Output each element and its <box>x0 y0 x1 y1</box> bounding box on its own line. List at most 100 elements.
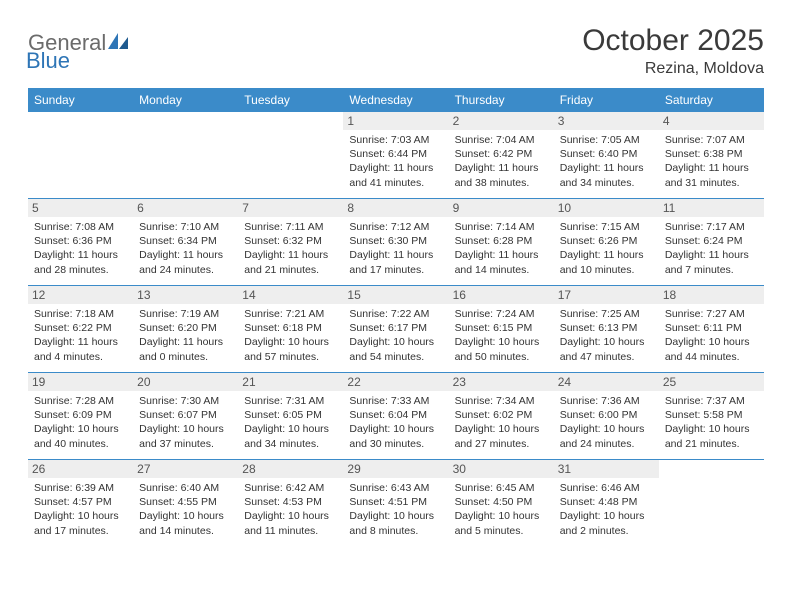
sunrise-text: Sunrise: 7:21 AM <box>244 307 337 321</box>
calendar-day-cell: 23Sunrise: 7:34 AMSunset: 6:02 PMDayligh… <box>449 373 554 459</box>
day-info: Sunrise: 7:12 AMSunset: 6:30 PMDaylight:… <box>349 220 442 277</box>
sunrise-text: Sunrise: 7:07 AM <box>665 133 758 147</box>
daylight-text: Daylight: 10 hours and 11 minutes. <box>244 509 337 537</box>
weekday-header: Tuesday <box>238 88 343 112</box>
weekday-header: Wednesday <box>343 88 448 112</box>
sunset-text: Sunset: 6:07 PM <box>139 408 232 422</box>
sunset-text: Sunset: 4:57 PM <box>34 495 127 509</box>
calendar-day-cell: 14Sunrise: 7:21 AMSunset: 6:18 PMDayligh… <box>238 286 343 372</box>
sunrise-text: Sunrise: 7:24 AM <box>455 307 548 321</box>
sunset-text: Sunset: 6:30 PM <box>349 234 442 248</box>
daylight-text: Daylight: 10 hours and 34 minutes. <box>244 422 337 450</box>
day-number: 13 <box>133 286 238 304</box>
day-number: 8 <box>343 199 448 217</box>
day-number <box>659 460 764 478</box>
sunrise-text: Sunrise: 6:40 AM <box>139 481 232 495</box>
day-number: 3 <box>554 112 659 130</box>
sunset-text: Sunset: 6:36 PM <box>34 234 127 248</box>
daylight-text: Daylight: 10 hours and 30 minutes. <box>349 422 442 450</box>
calendar-day-cell: 3 Sunrise: 7:05 AMSunset: 6:40 PMDaylight… <box>554 112 659 198</box>
day-number: 24 <box>554 373 659 391</box>
calendar-week-row: 26 Sunrise: 6:39 AMSunset: 4:57 PM Dayligh… <box>28 460 764 546</box>
day-info: Sunrise: 7:36 AMSunset: 6:00 PMDaylight:… <box>560 394 653 451</box>
sunset-text: Sunset: 6:24 PM <box>665 234 758 248</box>
sunset-text: Sunset: 6:38 PM <box>665 147 758 161</box>
sunrise-text: Sunrise: 6:45 AM <box>455 481 548 495</box>
daylight-text: Daylight: 11 hours and 24 minutes. <box>139 248 232 276</box>
sunrise-text: Sunrise: 7:25 AM <box>560 307 653 321</box>
weekday-header: Friday <box>554 88 659 112</box>
sunset-text: Sunset: 6:05 PM <box>244 408 337 422</box>
calendar-day-cell: 8 Sunrise: 7:12 AMSunset: 6:30 PMDaylight… <box>343 199 448 285</box>
daylight-text: Daylight: 10 hours and 40 minutes. <box>34 422 127 450</box>
day-number: 6 <box>133 199 238 217</box>
sunrise-text: Sunrise: 7:34 AM <box>455 394 548 408</box>
daylight-text: Daylight: 10 hours and 57 minutes. <box>244 335 337 363</box>
calendar-day-cell: 7Sunrise: 7:11 AMSunset: 6:32 PMDaylight… <box>238 199 343 285</box>
day-number: 31 <box>554 460 659 478</box>
day-number: 29 <box>343 460 448 478</box>
sunset-text: Sunset: 6:32 PM <box>244 234 337 248</box>
month-title: October 2025 <box>582 24 764 58</box>
day-number: 28 <box>238 460 343 478</box>
sunset-text: Sunset: 6:44 PM <box>349 147 442 161</box>
day-info: Sunrise: 7:19 AMSunset: 6:20 PMDaylight:… <box>139 307 232 364</box>
calendar-day-cell: 25Sunrise: 7:37 AMSunset: 5:58 PMDayligh… <box>659 373 764 459</box>
daylight-text: Daylight: 10 hours and 37 minutes. <box>139 422 232 450</box>
calendar-day-cell: 29Sunrise: 6:43 AMSunset: 4:51 PMDayligh… <box>343 460 448 546</box>
sunset-text: Sunset: 4:55 PM <box>139 495 232 509</box>
daylight-text: Daylight: 11 hours and 21 minutes. <box>244 248 337 276</box>
day-info: Sunrise: 7:18 AMSunset: 6:22 PMDaylight:… <box>34 307 127 364</box>
sunrise-text: Sunrise: 7:22 AM <box>349 307 442 321</box>
calendar-day-cell: 1Sunrise: 7:03 AMSunset: 6:44 PMDaylight… <box>343 112 448 198</box>
day-number: 2 <box>449 112 554 130</box>
calendar-day-cell: 16Sunrise: 7:24 AMSunset: 6:15 PMDayligh… <box>449 286 554 372</box>
calendar-day-cell: 10Sunrise: 7:15 AMSunset: 6:26 PMDayligh… <box>554 199 659 285</box>
calendar-page: General October 2025 Rezina, Moldova Blu… <box>0 0 792 566</box>
sunrise-text: Sunrise: 7:30 AM <box>139 394 232 408</box>
calendar-day-cell <box>238 112 343 198</box>
sunrise-text: Sunrise: 7:12 AM <box>349 220 442 234</box>
sunrise-text: Sunrise: 7:17 AM <box>665 220 758 234</box>
sunset-text: Sunset: 6:20 PM <box>139 321 232 335</box>
sunset-text: Sunset: 6:22 PM <box>34 321 127 335</box>
day-info: Sunrise: 7:03 AMSunset: 6:44 PMDaylight:… <box>349 133 442 190</box>
day-number: 12 <box>28 286 133 304</box>
day-number: 21 <box>238 373 343 391</box>
sunrise-text: Sunrise: 7:18 AM <box>34 307 127 321</box>
calendar-day-cell: 2Sunrise: 7:04 AMSunset: 6:42 PMDaylight… <box>449 112 554 198</box>
sunset-text: Sunset: 6:26 PM <box>560 234 653 248</box>
sunrise-text: Sunrise: 7:10 AM <box>139 220 232 234</box>
daylight-text: Daylight: 11 hours and 7 minutes. <box>665 248 758 276</box>
day-number: 10 <box>554 199 659 217</box>
sunrise-text: Sunrise: 7:37 AM <box>665 394 758 408</box>
day-number: 26 <box>28 460 133 478</box>
daylight-text: Daylight: 11 hours and 28 minutes. <box>34 248 127 276</box>
sunset-text: Sunset: 6:34 PM <box>139 234 232 248</box>
day-info: Sunrise: 6:46 AMSunset: 4:48 PMDaylight:… <box>560 481 653 538</box>
daylight-text: Daylight: 10 hours and 47 minutes. <box>560 335 653 363</box>
sunrise-text: Sunrise: 7:33 AM <box>349 394 442 408</box>
sunset-text: Sunset: 6:18 PM <box>244 321 337 335</box>
sunset-text: Sunset: 6:09 PM <box>34 408 127 422</box>
calendar-day-cell: 4Sunrise: 7:07 AMSunset: 6:38 PMDaylight… <box>659 112 764 198</box>
calendar-week-row: 5Sunrise: 7:08 AMSunset: 6:36 PMDaylight… <box>28 199 764 286</box>
daylight-text: Daylight: 10 hours and 54 minutes. <box>349 335 442 363</box>
day-info: Sunrise: 7:34 AMSunset: 6:02 PMDaylight:… <box>455 394 548 451</box>
day-info: Sunrise: 7:17 AMSunset: 6:24 PMDaylight:… <box>665 220 758 277</box>
day-number: 16 <box>449 286 554 304</box>
day-info: Sunrise: 7:05 AMSunset: 6:40 PMDaylight:… <box>560 133 653 190</box>
calendar-week-row: 1Sunrise: 7:03 AMSunset: 6:44 PMDaylight… <box>28 112 764 199</box>
calendar-day-cell: 21Sunrise: 7:31 AMSunset: 6:05 PMDayligh… <box>238 373 343 459</box>
day-number: 18 <box>659 286 764 304</box>
daylight-text: Daylight: 11 hours and 41 minutes. <box>349 161 442 189</box>
title-block: October 2025 Rezina, Moldova <box>582 24 764 78</box>
day-info: Sunrise: 7:11 AMSunset: 6:32 PMDaylight:… <box>244 220 337 277</box>
sunset-text: Sunset: 6:00 PM <box>560 408 653 422</box>
calendar-day-cell: 11Sunrise: 7:17 AMSunset: 6:24 PMDayligh… <box>659 199 764 285</box>
daylight-text: Daylight: 10 hours and 27 minutes. <box>455 422 548 450</box>
day-number: 5 <box>28 199 133 217</box>
sunrise-text: Sunrise: 6:39 AM <box>34 481 127 495</box>
day-info: Sunrise: 7:27 AMSunset: 6:11 PMDaylight:… <box>665 307 758 364</box>
location-label: Rezina, Moldova <box>582 60 764 78</box>
